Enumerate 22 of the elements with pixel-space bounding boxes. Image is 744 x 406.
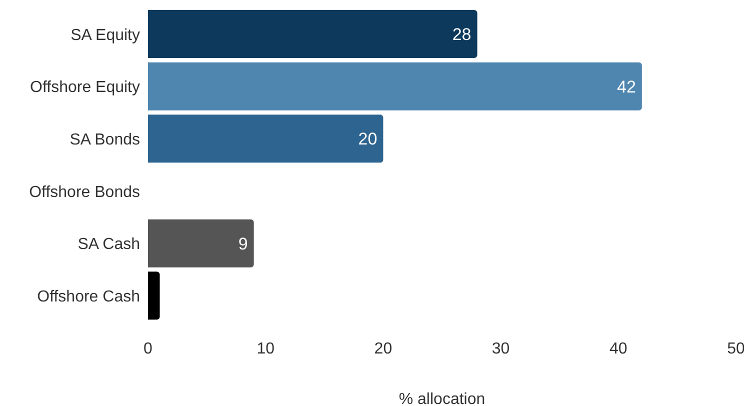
x-tick-label: 30 [492,340,510,358]
y-tick-label: Offshore Cash [37,288,140,306]
y-tick-label: Offshore Bonds [29,184,140,201]
y-tick-label: SA Cash [78,236,140,254]
y-tick-label: SA Bonds [70,132,140,149]
data-label: 9 [238,234,248,254]
y-tick-label: Offshore Equity [30,79,140,96]
bar [148,62,642,110]
data-label: 42 [617,77,636,96]
x-tick-label: 50 [727,340,744,358]
x-tick-label: 10 [256,340,275,358]
bar [148,219,254,268]
x-tick-label: 0 [144,340,153,358]
data-label: 20 [358,130,378,149]
bar [148,272,160,320]
x-tick-label: 40 [610,340,628,358]
bar [148,10,478,58]
x-tick-label: 20 [374,340,392,358]
y-tick-label: SA Equity [70,26,140,44]
bar [148,114,384,163]
x-axis-title: % allocation [398,391,486,406]
data-label: 28 [452,25,472,44]
